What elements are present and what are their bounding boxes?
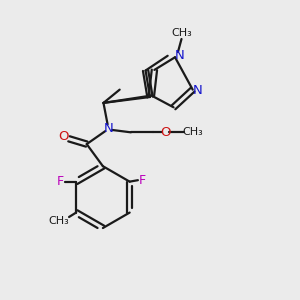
Text: CH₃: CH₃ — [48, 216, 69, 226]
Text: O: O — [160, 126, 171, 139]
Text: CH₃: CH₃ — [171, 28, 192, 38]
Text: F: F — [139, 174, 146, 187]
Text: N: N — [175, 49, 184, 62]
Text: CH₃: CH₃ — [182, 127, 203, 137]
Text: N: N — [104, 122, 114, 135]
Text: F: F — [57, 175, 64, 188]
Text: O: O — [58, 130, 68, 143]
Text: N: N — [193, 84, 203, 97]
